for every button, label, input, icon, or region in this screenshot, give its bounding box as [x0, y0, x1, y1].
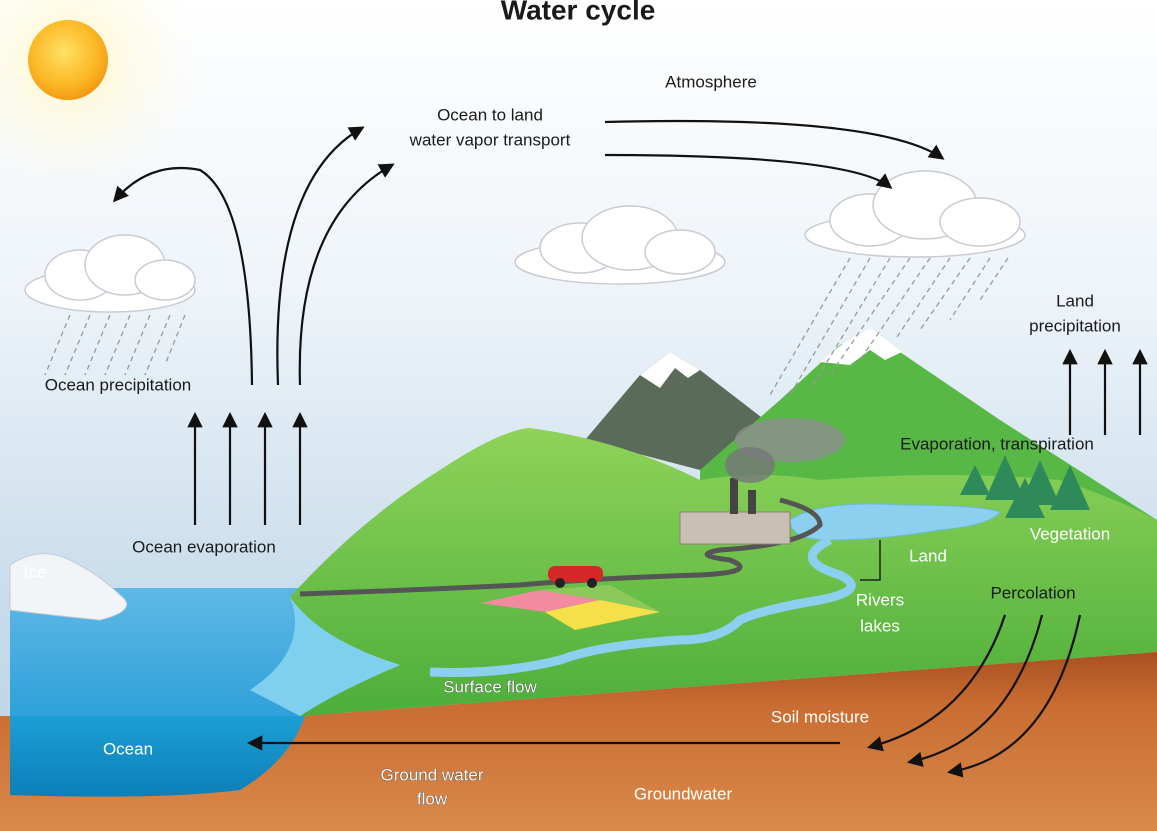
label: Evaporation, transpiration [900, 434, 1094, 453]
wheel [555, 578, 565, 588]
ice [9, 553, 128, 621]
label: Land [1056, 291, 1094, 310]
label: Ice [24, 562, 47, 581]
title: Water cycle [501, 0, 656, 25]
cloud [514, 205, 726, 285]
trees [960, 455, 1090, 518]
shore [250, 597, 400, 716]
river [429, 535, 856, 677]
label: Ocean precipitation [45, 375, 191, 394]
label: Percolation [990, 583, 1075, 602]
deep-ocean [10, 716, 305, 797]
field [545, 600, 660, 630]
road [299, 497, 823, 597]
land-rain [769, 257, 1009, 396]
label: Soil moisture [771, 707, 869, 726]
label: Land [909, 546, 947, 565]
label: Vegetation [1030, 524, 1110, 543]
label: Ocean evaporation [132, 537, 276, 556]
label: Ocean to land [437, 105, 543, 124]
label: Surface flow [443, 677, 537, 696]
label: flow [417, 789, 448, 808]
label: lakes [860, 616, 900, 635]
label: water vapor transport [409, 130, 571, 149]
car [548, 566, 603, 582]
label: Groundwater [634, 784, 733, 803]
bracket [860, 540, 881, 581]
label: Rivers [856, 590, 904, 609]
field [540, 585, 660, 612]
cloud [24, 234, 196, 313]
label: Atmosphere [665, 72, 757, 91]
snow-cap [820, 328, 902, 365]
label: Ground water [381, 765, 484, 784]
ocean-rain [44, 314, 186, 376]
field [480, 590, 600, 612]
snow-cap [640, 352, 700, 388]
cloud [804, 170, 1026, 258]
label: precipitation [1029, 316, 1121, 335]
sun [28, 20, 108, 100]
arrows [112, 119, 1148, 778]
factory [679, 418, 845, 545]
gray-mountain [585, 352, 765, 470]
label: Ocean [103, 739, 153, 758]
soil [0, 652, 1157, 831]
wheel [587, 578, 597, 588]
